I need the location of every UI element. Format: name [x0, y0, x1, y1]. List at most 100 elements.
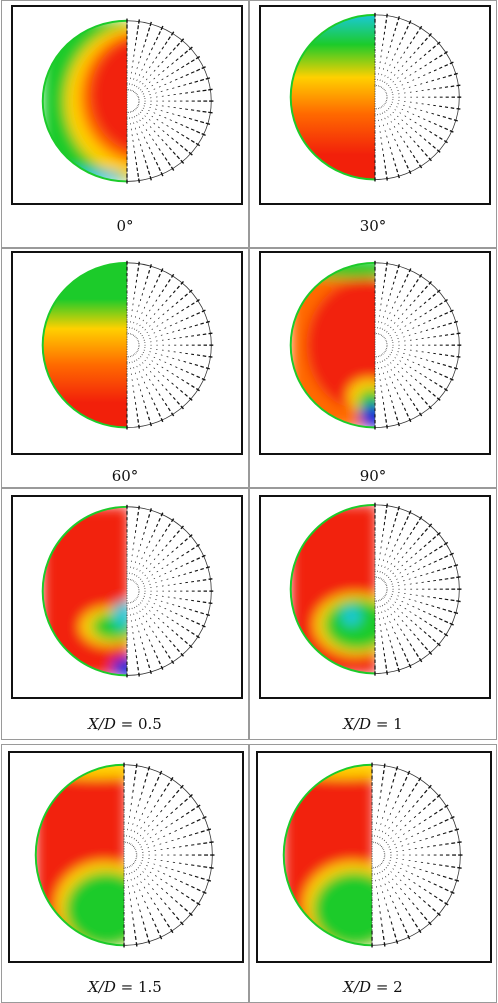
vector-arrow — [153, 69, 156, 72]
vector-arrow — [405, 615, 408, 618]
vector-arrow — [382, 935, 385, 941]
vector-arrow — [388, 846, 391, 848]
vector-arrow — [401, 73, 404, 75]
vector-ray — [129, 508, 152, 581]
vector-arrow — [157, 838, 160, 840]
vector-arrow — [383, 336, 385, 338]
vector-arrow — [161, 398, 165, 402]
vector-arrow — [176, 68, 180, 72]
vector-arrow — [157, 134, 160, 137]
vector-arrow — [399, 149, 401, 152]
panel-caption: 30° — [359, 217, 387, 235]
vector-arrow — [432, 45, 436, 49]
vector-ray — [377, 506, 400, 579]
vector-arrow — [437, 78, 441, 80]
vector-arrow — [406, 46, 409, 50]
vector-arrow — [418, 928, 422, 934]
panel-cell-6: X/D = 1 — [249, 488, 497, 740]
vector-ray — [138, 578, 213, 590]
panel-frame-8 — [256, 751, 492, 963]
vector-arrow — [419, 558, 422, 561]
vector-arrow — [156, 570, 159, 573]
vector-ray — [128, 866, 163, 940]
vector-arrow — [422, 565, 426, 568]
vector-arrow — [394, 357, 396, 359]
vector-arrow — [408, 418, 412, 423]
panel-caption: X/D = 1 — [343, 715, 403, 733]
vector-arrow — [400, 819, 402, 822]
vector-arrow — [403, 407, 407, 411]
vector-arrow — [145, 620, 148, 623]
contour-vector-plot — [34, 762, 215, 948]
vector-arrow — [403, 542, 406, 545]
contour-field — [290, 14, 375, 180]
vector-arrow — [184, 393, 188, 397]
panel-frame-6 — [259, 495, 491, 699]
vector-arrow — [397, 325, 399, 327]
vector-arrow — [450, 107, 455, 109]
vector-ray — [382, 816, 455, 851]
vector-arrow — [139, 55, 142, 59]
vector-arrow — [184, 293, 188, 297]
vector-arrow — [394, 544, 396, 547]
vector-arrow — [392, 111, 394, 114]
vector-ray — [377, 600, 400, 673]
contour-boundary — [289, 503, 376, 675]
vector-arrow — [418, 822, 422, 825]
vector-arrow — [448, 322, 452, 325]
vector-arrow — [153, 332, 156, 334]
vector-arrow — [154, 923, 157, 928]
vector-arrow — [414, 552, 418, 555]
vector-ray — [385, 564, 459, 587]
vector-arrow — [387, 864, 389, 867]
contour-boundary — [34, 763, 125, 947]
vector-arrow — [397, 16, 400, 21]
vector-arrow — [159, 359, 161, 361]
vector-arrow — [141, 623, 143, 625]
vector-arrow — [142, 319, 144, 322]
vector-arrow — [387, 568, 389, 570]
vector-arrow — [144, 574, 146, 576]
vector-arrow — [409, 531, 413, 536]
vector-arrow — [412, 79, 415, 81]
vector-arrow — [390, 114, 392, 116]
vector-arrow — [195, 298, 200, 303]
vector-ray — [380, 862, 441, 917]
vector-arrow — [165, 388, 168, 391]
vector-arrow — [157, 626, 160, 629]
vector-arrow — [164, 117, 167, 119]
vector-arrow — [394, 163, 397, 167]
vector-arrow — [131, 844, 133, 846]
vector-ray — [136, 543, 200, 586]
vector-arrow — [428, 157, 432, 162]
vector-arrow — [388, 108, 390, 110]
vector-arrow — [202, 355, 207, 357]
vector-arrow — [392, 900, 394, 904]
vector-arrow — [386, 574, 388, 577]
vector-arrow — [150, 47, 154, 51]
vector-ray — [380, 106, 423, 169]
vector-arrow — [200, 830, 205, 833]
vector-arrow — [177, 837, 180, 840]
vector-arrow — [454, 879, 460, 882]
vector-arrow — [148, 392, 151, 395]
vector-arrow — [404, 907, 408, 911]
vector-arrow — [415, 407, 419, 412]
vector-arrow — [153, 566, 156, 569]
vector-arrow — [433, 560, 437, 563]
vector-arrow — [384, 351, 386, 353]
vector-arrow — [158, 166, 161, 172]
vector-arrow — [444, 902, 449, 906]
vector-arrow — [151, 328, 154, 330]
vector-arrow — [382, 335, 384, 337]
vector-arrow — [379, 864, 381, 866]
vector-arrow — [172, 911, 176, 916]
vector-arrow — [149, 669, 152, 675]
vector-arrow — [401, 313, 404, 315]
vector-arrow — [140, 827, 142, 829]
vector-ray — [380, 598, 423, 663]
contour-field — [290, 262, 375, 428]
vector-arrow — [146, 577, 148, 579]
vector-ray — [382, 861, 449, 906]
vector-arrow — [194, 875, 199, 878]
